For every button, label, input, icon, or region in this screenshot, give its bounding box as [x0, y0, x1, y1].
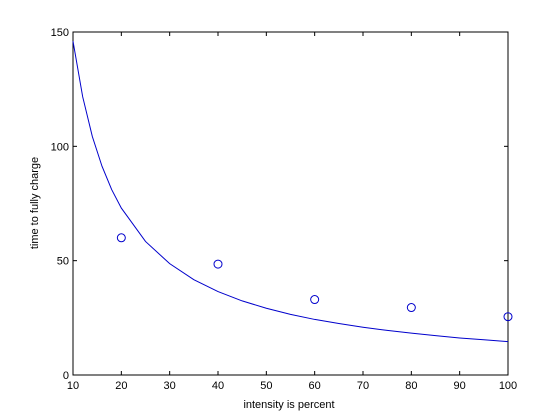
data-point — [406, 303, 416, 313]
y-tick-label: 100 — [51, 141, 69, 153]
x-tick-label: 30 — [164, 380, 176, 392]
x-tick-label: 60 — [309, 380, 321, 392]
y-tick-label: 0 — [63, 370, 69, 382]
data-point — [503, 312, 513, 322]
x-tick-label: 50 — [260, 380, 272, 392]
fit-curve — [72, 41, 509, 343]
axes-box — [72, 31, 509, 376]
x-tick-label: 80 — [405, 380, 417, 392]
x-axis-label: intensity is percent — [243, 399, 334, 411]
y-tick-label: 50 — [57, 256, 69, 268]
x-tick-label: 10 — [67, 380, 79, 392]
x-tick-label: 20 — [115, 380, 127, 392]
x-tick-label: 90 — [454, 380, 466, 392]
x-tick-label: 70 — [357, 380, 369, 392]
data-point — [213, 259, 223, 269]
x-tick-label: 100 — [499, 380, 517, 392]
y-tick-label: 150 — [51, 27, 69, 39]
y-axis-label: time to fully charge — [29, 157, 41, 249]
data-point — [116, 233, 126, 243]
plot-area: 10 20 30 40 50 60 70 80 90 100 0 50 100 150 — [51, 27, 518, 392]
x-tick-label: 40 — [212, 380, 224, 392]
data-point — [310, 295, 320, 305]
